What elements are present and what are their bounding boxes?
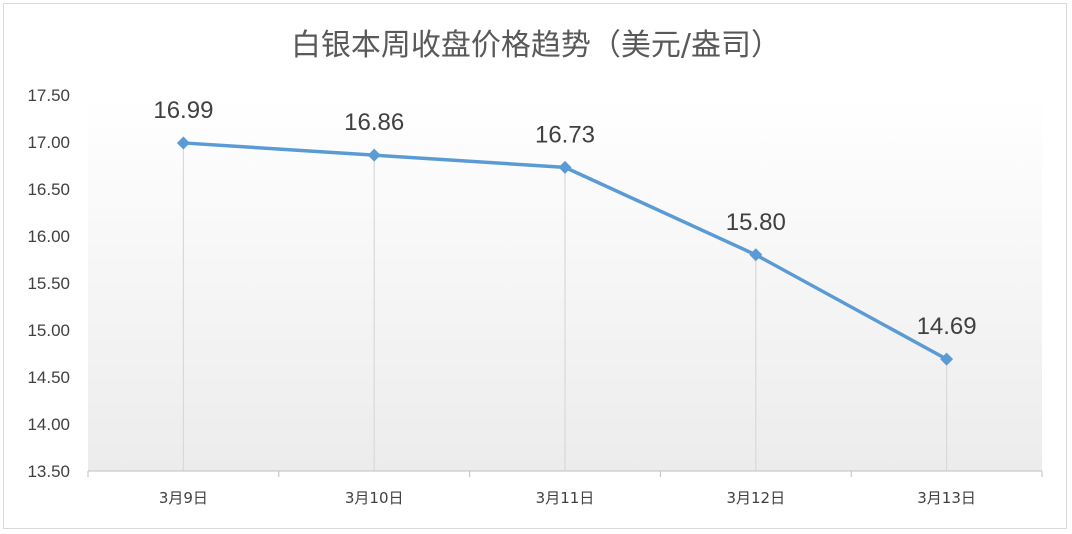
- data-point-marker: [558, 160, 572, 174]
- data-markers: [176, 136, 954, 366]
- x-axis-tick-labels: 3月9日 3月10日 3月11日 3月12日 3月13日: [159, 489, 976, 507]
- y-tick-label: 17.00: [27, 133, 70, 152]
- data-labels: 16.99 16.86 16.73 15.80 14.69: [153, 97, 976, 340]
- data-label: 16.86: [344, 109, 404, 136]
- y-tick-label: 15.50: [27, 274, 70, 293]
- y-tick-label: 16.50: [27, 180, 70, 199]
- y-tick-label: 17.50: [27, 86, 70, 105]
- y-axis-tick-labels: 13.50 14.00 14.50 15.00 15.50 16.00 16.50 17.00…: [27, 86, 70, 481]
- x-tick-label: 3月12日: [726, 489, 785, 507]
- data-label: 16.73: [535, 121, 595, 148]
- y-tick-label: 16.00: [27, 227, 70, 246]
- y-tick-label: 14.50: [27, 368, 70, 387]
- y-tick-label: 14.00: [27, 415, 70, 434]
- data-point-marker: [749, 248, 763, 262]
- drop-lines: [182, 142, 948, 471]
- x-tick-label: 3月10日: [345, 489, 404, 507]
- y-tick-label: 13.50: [27, 462, 70, 481]
- data-point-marker: [940, 352, 954, 366]
- x-tick-label: 3月11日: [536, 489, 595, 507]
- y-tick-label: 15.00: [27, 321, 70, 340]
- data-label: 14.69: [917, 313, 977, 340]
- x-axis: [87, 470, 1043, 477]
- data-point-marker: [367, 148, 381, 162]
- data-point-marker: [176, 136, 190, 150]
- x-tick-label: 3月9日: [159, 489, 208, 507]
- data-label: 15.80: [726, 209, 786, 236]
- data-label: 16.99: [153, 97, 213, 124]
- chart-title: 白银本周收盘价格趋势（美元/盎司）: [291, 28, 781, 63]
- x-tick-label: 3月13日: [917, 489, 976, 507]
